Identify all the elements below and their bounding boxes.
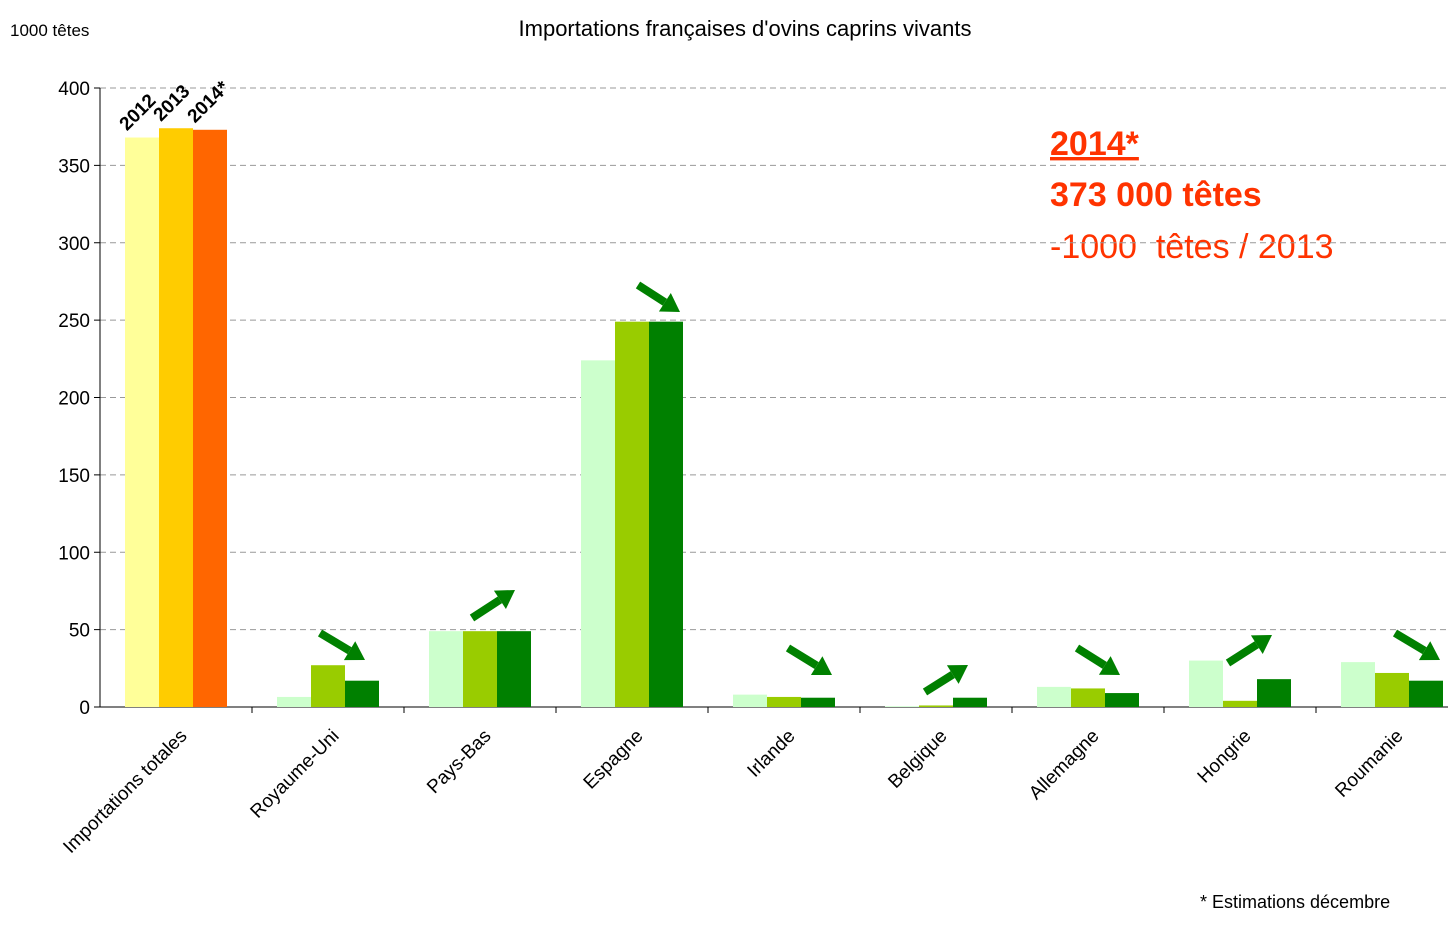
- bar: [919, 705, 953, 707]
- bar: [193, 129, 227, 708]
- bar: [1189, 660, 1223, 707]
- bar: [801, 697, 835, 707]
- bar: [311, 665, 345, 707]
- bar: [1341, 662, 1375, 707]
- legend-label: 2013: [150, 81, 195, 126]
- chart-title: Importations françaises d'ovins caprins …: [519, 16, 972, 41]
- trend-arrow-head: [810, 656, 832, 675]
- x-tick-label: Roumanie: [1331, 726, 1407, 802]
- trend-arrow: [922, 671, 955, 696]
- bar: [581, 360, 615, 707]
- trend-arrow: [635, 281, 668, 306]
- x-tick-label: Allemagne: [1025, 726, 1103, 804]
- y-tick-label: 400: [58, 79, 90, 100]
- bar: [125, 137, 159, 707]
- x-tick-label: Importations totales: [59, 726, 191, 858]
- bar: [1037, 686, 1071, 707]
- x-tick-label: Royaume-Uni: [247, 726, 344, 823]
- trend-arrow: [785, 644, 819, 669]
- y-tick-label: 50: [69, 621, 90, 642]
- bar: [885, 706, 919, 707]
- x-tick-label: Belgique: [884, 726, 951, 793]
- x-tick-label: Pays-Bas: [423, 726, 495, 798]
- bar: [429, 631, 463, 707]
- bar: [649, 321, 683, 707]
- trend-arrow-head: [343, 641, 365, 661]
- y-axis-label: 1000 têtes: [10, 21, 89, 40]
- bar: [1223, 700, 1257, 707]
- x-tick-label: Espagne: [580, 726, 648, 794]
- bar: [1375, 672, 1409, 707]
- x-tick-label: Hongrie: [1194, 726, 1256, 788]
- trend-arrow: [1225, 641, 1259, 667]
- trend-arrow-head: [1098, 656, 1120, 675]
- bar: [767, 696, 801, 707]
- y-tick-label: 0: [79, 698, 90, 719]
- footnote: * Estimations décembre: [1200, 892, 1390, 912]
- bar: [345, 680, 379, 707]
- bar: [277, 696, 311, 707]
- annotation: 373 000 têtes: [1050, 176, 1262, 214]
- bar: [1071, 688, 1105, 707]
- y-tick-label: 200: [58, 389, 90, 410]
- trend-arrow: [317, 629, 352, 655]
- annotation: 2014*: [1050, 125, 1140, 163]
- bar: [1409, 680, 1443, 707]
- x-tick-label: Irlande: [744, 726, 800, 782]
- trend-arrow-head: [493, 590, 515, 610]
- bar: [1257, 679, 1291, 707]
- y-tick-label: 100: [58, 543, 90, 564]
- bar: [159, 128, 193, 708]
- bar: [953, 697, 987, 707]
- annotation: -1000 têtes / 2013: [1050, 228, 1334, 266]
- y-tick-label: 350: [58, 156, 90, 177]
- legend-label: 2014*: [184, 77, 234, 127]
- bar: [463, 631, 497, 707]
- trend-arrow: [1392, 629, 1427, 655]
- bar: [497, 631, 531, 707]
- trend-arrow-head: [1418, 641, 1440, 661]
- bar: [615, 321, 649, 707]
- trend-arrow-head: [658, 293, 680, 312]
- trend-arrow: [469, 596, 503, 622]
- trend-arrow: [1074, 644, 1107, 669]
- trend-arrow-head: [946, 665, 968, 684]
- y-tick-label: 250: [58, 311, 90, 332]
- bar: [1105, 693, 1139, 707]
- trend-arrow-head: [1250, 635, 1272, 654]
- y-tick-label: 300: [58, 234, 90, 255]
- y-tick-label: 150: [58, 466, 90, 487]
- bar: [733, 694, 767, 707]
